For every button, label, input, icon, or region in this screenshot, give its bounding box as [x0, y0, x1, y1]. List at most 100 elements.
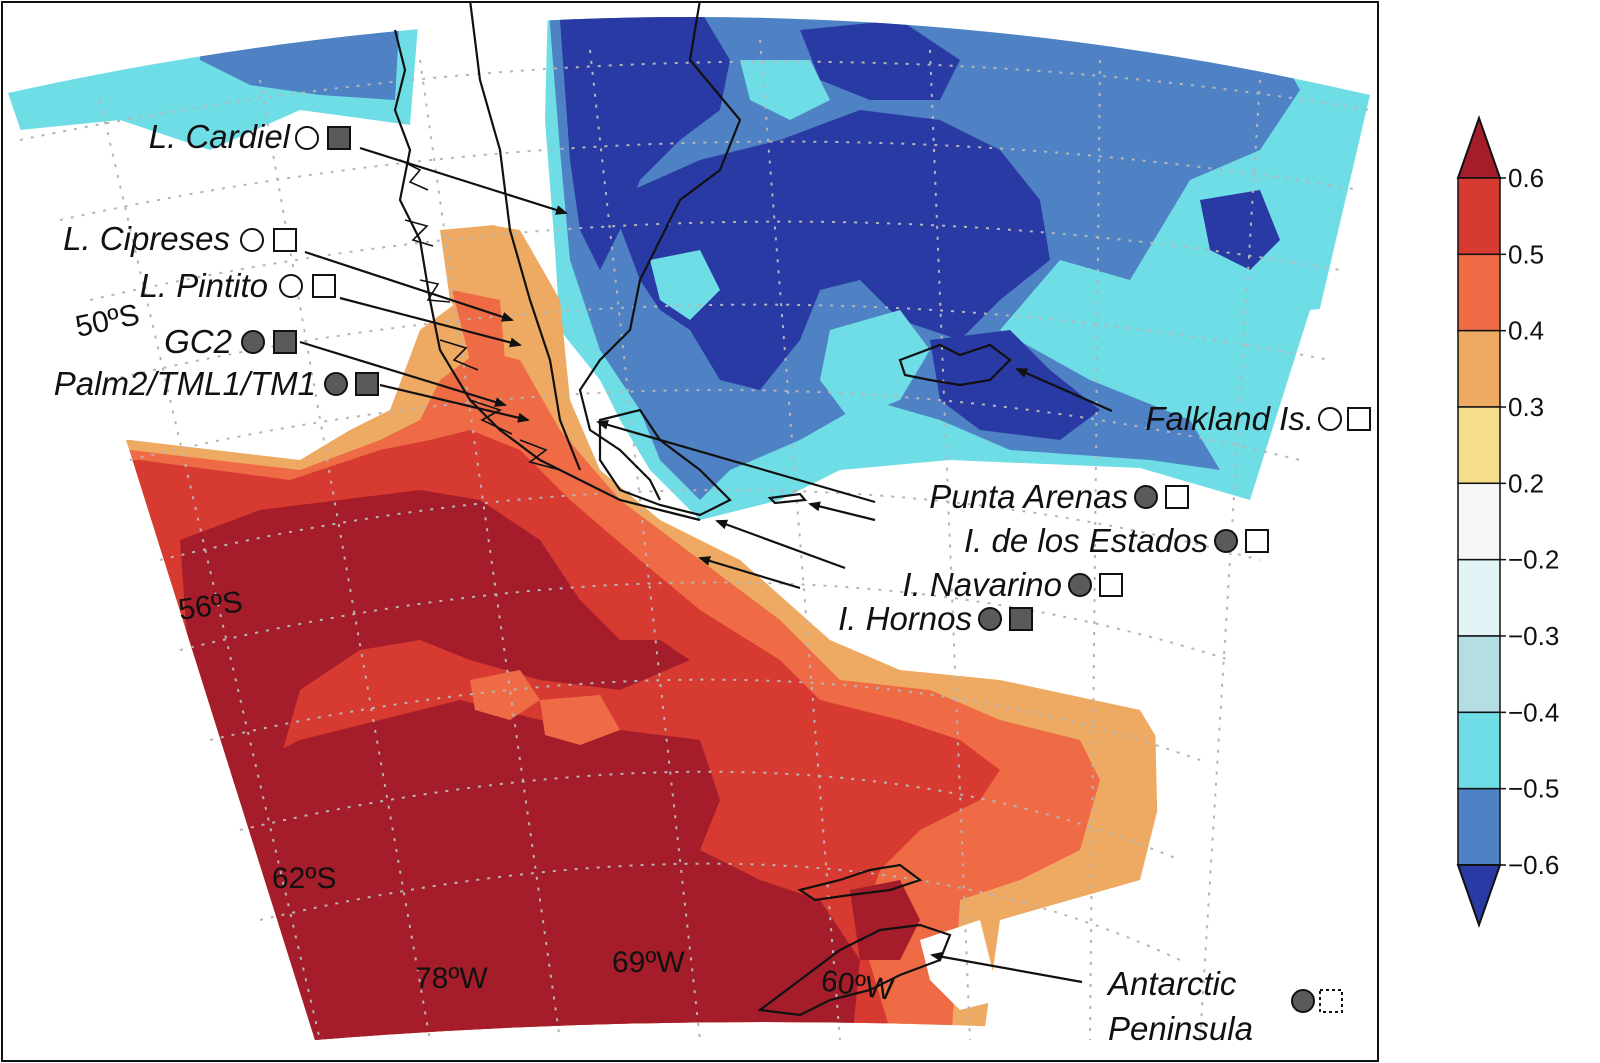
site-antarctic: Antarctic Peninsula	[1106, 965, 1343, 1047]
colorbar-segment	[1457, 787, 1501, 866]
colorbar-segment	[1457, 177, 1501, 256]
arrow-hornos	[698, 556, 801, 590]
marker-square-filled	[327, 126, 351, 150]
site-estados: I. de los Estados	[964, 522, 1269, 559]
arrow-antarctic	[930, 951, 1083, 984]
site-pintito: L. Pintito	[140, 267, 336, 304]
field-darkred-south-3	[850, 880, 920, 960]
colorbar-tick-label: 0.3	[1508, 392, 1544, 422]
colorbar-top-extend	[1456, 114, 1502, 179]
site-hornos: I. Hornos	[838, 600, 1033, 637]
field-darkred-south-1	[180, 490, 690, 800]
arrow-gc2	[299, 340, 507, 407]
lat-label-62: 62ºS	[272, 862, 336, 895]
colorbar-segment	[1457, 406, 1501, 485]
colorbar-bottom-extend	[1456, 864, 1502, 929]
site-punta-arenas: Punta Arenas	[929, 478, 1189, 515]
colorbar-tick-label: −0.5	[1508, 774, 1559, 804]
antarctic-peninsula-coast	[757, 923, 952, 1017]
graticule	[19, 39, 1371, 1041]
colorbar-segment	[1457, 482, 1501, 561]
marker-square-filled	[355, 372, 379, 396]
colorbar-segment	[1457, 253, 1501, 332]
colorbar-tick-label: −0.2	[1508, 545, 1559, 575]
arrow-cardiel	[359, 146, 568, 215]
arrow-estados	[808, 501, 876, 522]
colorbar-tick-label: −0.3	[1508, 621, 1559, 651]
colorbar-tick-label: 0.6	[1508, 163, 1544, 193]
colorbar-tick-label: 0.4	[1508, 316, 1544, 346]
site-label-hornos: I. Hornos	[838, 600, 972, 637]
field-darkblue-east-4	[930, 330, 1100, 440]
arrow-palm2	[379, 383, 530, 423]
marker-circle-open	[295, 126, 319, 150]
field-darkred-south-2	[220, 700, 860, 1040]
arrow-falkland	[1015, 367, 1113, 413]
marker-circle-open	[240, 228, 264, 252]
site-gc2: GC2	[164, 323, 297, 360]
lon-label-78: 78ºW	[415, 962, 488, 995]
marker-square-open	[312, 274, 336, 298]
arrow-navarino	[715, 519, 846, 570]
site-label-antarctic: Antarctic	[1106, 965, 1237, 1002]
marker-square-open	[1347, 407, 1371, 431]
colorbar-segment	[1457, 635, 1501, 714]
site-labels: L. Cardiel L. Cipreses L. Pintito GC2 Pa…	[54, 118, 1371, 1047]
field-darkblue-east-3	[800, 20, 960, 100]
site-label-gc2: GC2	[164, 323, 232, 360]
andes-border	[469, 2, 582, 471]
colorbar-tick-label: −0.4	[1508, 697, 1559, 727]
marker-square-dashed	[1319, 989, 1343, 1013]
argentina-coast	[578, 2, 742, 501]
colorbar-segment	[1457, 711, 1501, 790]
colorbar-tick-label: 0.2	[1508, 468, 1544, 498]
site-label-pintito: L. Pintito	[140, 267, 268, 304]
arrow-cipreses	[304, 250, 514, 322]
colorbar-segment	[1457, 329, 1501, 408]
leader-arrows	[299, 146, 1113, 984]
marker-circle-filled	[978, 607, 1002, 631]
site-label-cardiel: L. Cardiel	[149, 118, 292, 155]
lon-label-69: 69ºW	[612, 946, 685, 979]
marker-circle-filled	[1291, 989, 1315, 1013]
site-label-falkland: Falkland Is.	[1145, 400, 1314, 437]
colorbar-tick-label: −0.6	[1508, 850, 1559, 880]
site-cipreses: L. Cipreses	[63, 220, 297, 257]
site-falkland: Falkland Is.	[1145, 400, 1371, 437]
marker-square-open	[1099, 573, 1123, 597]
arrow-punta-arenas	[596, 419, 876, 504]
site-navarino: I. Navarino	[902, 566, 1123, 603]
marker-square-filled	[1009, 607, 1033, 631]
field-white-ap	[920, 920, 1000, 1010]
tierra-del-fuego	[598, 408, 732, 517]
marker-circle-filled	[1214, 529, 1238, 553]
marker-square-open	[273, 228, 297, 252]
arrow-pintito	[339, 296, 522, 348]
marker-circle-open	[1318, 407, 1342, 431]
colorbar-segment	[1457, 558, 1501, 637]
field-cyan-hole-1	[650, 250, 720, 320]
coastlines	[393, 2, 1012, 1017]
marker-circle-filled	[1134, 485, 1158, 509]
marker-circle-filled	[324, 372, 348, 396]
field-orange-patch-1	[470, 670, 540, 720]
site-label-punta-arenas: Punta Arenas	[929, 478, 1128, 515]
field-darkblue-east-1	[560, 16, 730, 270]
site-label-navarino: I. Navarino	[902, 566, 1062, 603]
site-label-peninsula: Peninsula	[1108, 1010, 1253, 1047]
isla-de-los-estados-coast	[767, 492, 808, 505]
marker-square-open	[1165, 485, 1189, 509]
site-label-estados: I. de los Estados	[964, 522, 1208, 559]
colorbar-tick-label: 0.5	[1508, 239, 1544, 269]
channels-west	[399, 159, 561, 471]
marker-square-filled	[273, 330, 297, 354]
site-label-palm2: Palm2/TML1/TM1	[54, 365, 316, 402]
south-shetland-coast	[797, 863, 923, 902]
marker-square-open	[1245, 529, 1269, 553]
site-palm2: Palm2/TML1/TM1	[54, 365, 379, 402]
field-coast-strip-red	[452, 290, 505, 360]
site-cardiel: L. Cardiel	[149, 118, 351, 155]
field-darkblue-east-5	[1200, 190, 1280, 270]
marker-circle-filled	[241, 330, 265, 354]
